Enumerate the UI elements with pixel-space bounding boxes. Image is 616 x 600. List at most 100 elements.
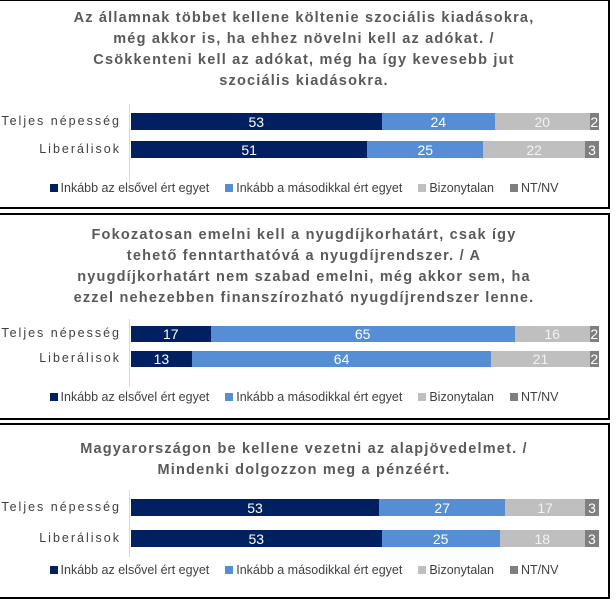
legend-item: Inkább a másodikkal ért egyet: [225, 563, 402, 577]
title-line: Csökkenteni kell az adókat, még ha így k…: [93, 52, 515, 68]
legend-label: Inkább a másodikkal ért egyet: [236, 563, 403, 577]
title-line: Az államnak többet kellene költenie szoc…: [73, 10, 535, 26]
bar-segment-uncertain: 16: [514, 326, 590, 342]
legend-label: NT/NV: [520, 390, 559, 404]
data-label: 3: [588, 530, 596, 547]
legend-swatch-icon: [418, 184, 427, 192]
category-label: Teljes népesség: [1, 499, 121, 514]
bar-segment-first-agree: 53: [131, 530, 382, 547]
bar-segment-no-answer: 2: [589, 351, 599, 367]
bar-segment-second-agree: 25: [367, 141, 484, 158]
bar-segment-second-agree: 65: [210, 326, 515, 342]
data-label: 24: [430, 113, 447, 130]
legend-swatch-icon: [49, 566, 58, 574]
legend-item: Bizonytalan: [418, 390, 494, 404]
legend-item: NT/NV: [509, 390, 559, 404]
category-label: Liberálisok: [39, 351, 121, 365]
data-label: 16: [544, 326, 560, 342]
legend-item: Bizonytalan: [418, 563, 494, 577]
bar-segment-second-agree: 27: [379, 499, 506, 516]
category-axis: [129, 104, 130, 183]
data-label: 2: [590, 113, 599, 130]
legend-swatch-icon: [418, 393, 427, 401]
legend-swatch-icon: [49, 184, 58, 192]
data-label: 17: [162, 326, 179, 342]
data-label: 20: [534, 113, 551, 130]
data-label: 25: [432, 530, 449, 547]
title-line: Magyarországon be kellene vezetni az ala…: [80, 441, 528, 457]
data-label: 17: [537, 499, 553, 516]
title-line: tehető fenntarthatóvá a nyugdíjrendszer.…: [126, 248, 482, 264]
data-label: 53: [248, 113, 265, 130]
legend-swatch-icon: [418, 566, 427, 574]
legend-label: Bizonytalan: [429, 181, 494, 195]
title-line: még akkor is, ha ehhez növelni kell az a…: [113, 31, 495, 47]
data-label: 2: [590, 351, 599, 367]
bar-segment-uncertain: 22: [483, 141, 586, 158]
data-label: 18: [534, 530, 551, 547]
legend-item: NT/NV: [509, 181, 559, 195]
data-label: 2: [590, 326, 599, 342]
category-label: Teljes népesség: [1, 326, 121, 340]
legend-item: Inkább a másodikkal ért egyet: [225, 181, 402, 195]
legend-item: Bizonytalan: [418, 181, 494, 195]
category-label: Liberálisok: [39, 530, 121, 545]
bar-segment-uncertain: 17: [505, 499, 585, 516]
legend: Inkább az elsővel ért egyet Inkább a máso…: [0, 563, 608, 577]
bar-segment-first-agree: 51: [131, 141, 368, 158]
category-axis: [129, 319, 130, 387]
legend-label: Inkább a másodikkal ért egyet: [236, 181, 403, 195]
title-line: Fokozatosan emelni kell a nyugdíjkorhatá…: [91, 227, 517, 243]
legend-swatch-icon: [509, 184, 518, 192]
chart-panel-taxes: Az államnak többet kellene költenie szoc…: [0, 0, 610, 209]
bar-segment-second-agree: 25: [381, 530, 500, 547]
bar-segment-no-answer: 3: [584, 499, 599, 516]
legend-label: NT/NV: [520, 563, 559, 577]
legend-label: NT/NV: [520, 181, 559, 195]
legend-item: Inkább a másodikkal ért egyet: [225, 390, 402, 404]
category-axis: [129, 490, 130, 557]
bar-segment-second-agree: 24: [381, 113, 495, 130]
title-line: szociális kiadásokra.: [219, 73, 389, 89]
category-label: Teljes népesség: [1, 113, 121, 128]
legend: Inkább az elsővel ért egyet Inkább a máso…: [0, 181, 608, 195]
bar-segment-no-answer: 2: [589, 113, 599, 130]
bar-segment-no-answer: 3: [585, 141, 599, 158]
data-label: 3: [588, 499, 596, 516]
chart-title: Az államnak többet kellene költenie szoc…: [0, 8, 608, 92]
chart-title: Fokozatosan emelni kell a nyugdíjkorhatá…: [0, 225, 608, 309]
legend: Inkább az elsővel ért egyet Inkább a máso…: [0, 390, 608, 404]
bar-segment-first-agree: 53: [131, 113, 382, 130]
data-label: 22: [526, 141, 542, 158]
bar-segment-no-answer: 2: [589, 326, 599, 342]
legend-swatch-icon: [225, 566, 234, 574]
data-label: 64: [333, 351, 350, 367]
data-label: 3: [588, 141, 596, 158]
bar-segment-first-agree: 53: [131, 499, 380, 516]
data-label: 25: [417, 141, 434, 158]
title-line: Mindenki dolgozzon meg a pénzéért.: [157, 462, 451, 478]
legend-item: NT/NV: [509, 563, 559, 577]
category-label: Liberálisok: [39, 141, 121, 156]
bar-segment-first-agree: 13: [131, 351, 192, 367]
legend-item: Inkább az elsővel ért egyet: [49, 390, 210, 404]
bar-segment-no-answer: 3: [584, 530, 599, 547]
bar-segment-uncertain: 21: [491, 351, 590, 367]
title-line: ezzel nehezebben finanszírozható nyugdíj…: [73, 290, 535, 306]
legend-swatch-icon: [225, 184, 234, 192]
legend-label: Inkább az elsővel ért egyet: [60, 390, 210, 404]
data-label: 53: [248, 530, 265, 547]
chart-panel-basic-income: Magyarországon be kellene vezetni az ala…: [0, 423, 610, 599]
title-line: nyugdíjkorhatárt nem szabad emelni, még …: [77, 269, 531, 285]
data-label: 65: [354, 326, 371, 342]
data-label: 51: [241, 141, 257, 158]
legend-label: Bizonytalan: [429, 390, 494, 404]
legend-label: Inkább a másodikkal ért egyet: [236, 390, 403, 404]
chart-panel-pension-age: Fokozatosan emelni kell a nyugdíjkorhatá…: [0, 213, 610, 420]
data-label: 27: [434, 499, 450, 516]
legend-swatch-icon: [509, 566, 518, 574]
data-label: 13: [153, 351, 170, 367]
bar-segment-uncertain: 18: [499, 530, 585, 547]
bar-segment-uncertain: 20: [495, 113, 590, 130]
legend-swatch-icon: [49, 393, 58, 401]
